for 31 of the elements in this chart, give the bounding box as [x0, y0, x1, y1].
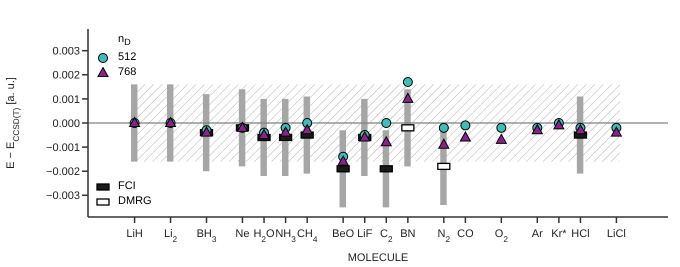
- y-tick-label: 0.000: [52, 118, 80, 130]
- x-tick-label: Li$_{2}$: [164, 228, 178, 244]
- x-tick-label: BeO: [332, 228, 355, 240]
- x-tick-label: N$_{2}$: [438, 228, 450, 244]
- x-tick-label: CH$_{4}$: [296, 228, 318, 244]
- y-tick-label: −0.002: [46, 166, 80, 178]
- y-tick-label: 0.003: [52, 46, 80, 58]
- x-tick-label: Ne: [235, 228, 250, 240]
- legend-label: 768: [118, 65, 136, 80]
- legend-label: DMRG: [118, 194, 152, 209]
- legend-title: n$_{D}$: [117, 32, 132, 50]
- x-axis-title: MOLECULE: [348, 252, 408, 264]
- x-tick-label: O$_{2}$: [494, 228, 508, 244]
- x-tick-label: BN: [400, 228, 416, 240]
- x-tick-label: Kr*: [551, 228, 568, 240]
- x-tick-label: CO: [457, 228, 474, 240]
- x-tick-label: Ar: [532, 228, 544, 240]
- x-tick-label: NH$_{3}$: [275, 228, 296, 244]
- x-tick-label: H$_{2}$O: [253, 228, 276, 244]
- legend-label: 512: [118, 50, 136, 66]
- y-tick-label: −0.001: [46, 142, 80, 154]
- x-tick-label: LiCl: [606, 228, 626, 240]
- x-tick-label: HCl: [571, 228, 590, 240]
- x-tick-label: LiF: [357, 228, 373, 240]
- x-tick-label: C$_{2}$: [380, 228, 393, 244]
- y-tick-label: 0.001: [52, 94, 80, 106]
- x-tick-label: LiH: [126, 228, 143, 240]
- x-tick-label: BH$_{3}$: [196, 228, 217, 244]
- y-tick-label: 0.002: [52, 70, 80, 82]
- legend-label: FCI: [118, 179, 136, 194]
- y-tick-label: −0.003: [46, 190, 80, 202]
